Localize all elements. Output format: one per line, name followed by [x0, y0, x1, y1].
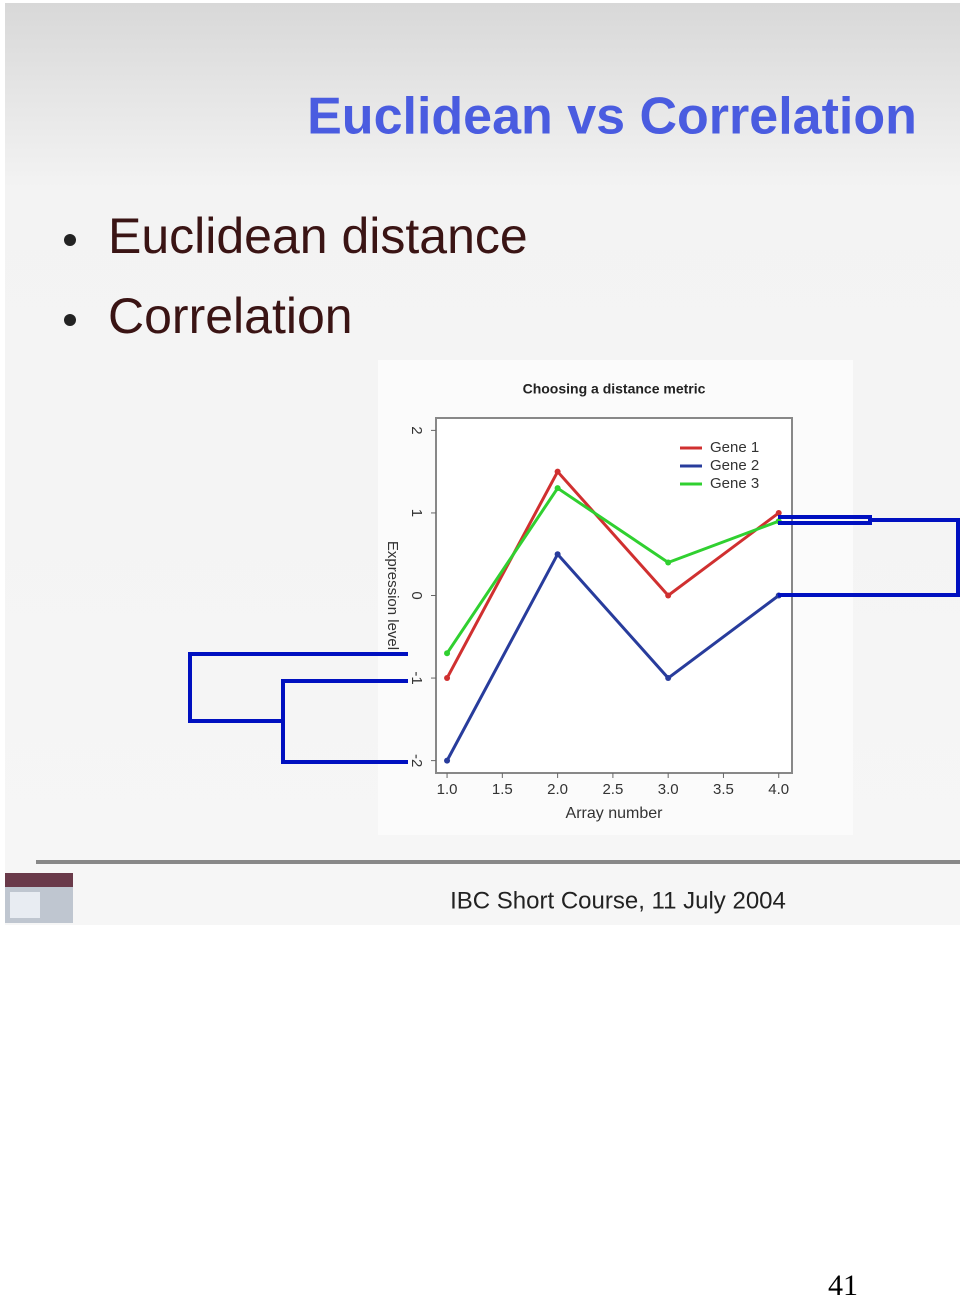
point [444, 650, 451, 657]
bullet: Correlation [108, 288, 353, 344]
point [444, 757, 451, 764]
x-tick-label: 2.0 [547, 781, 568, 798]
legend-label: Gene 2 [710, 457, 759, 474]
dendrogram-branch [778, 518, 960, 597]
y-tick-label: -2 [408, 754, 425, 767]
point [665, 675, 672, 682]
series-line [445, 551, 780, 762]
footer-text: IBC Short Course, 11 July 2004 [450, 887, 786, 914]
slide-title: Euclidean vs Correlation [307, 88, 917, 146]
legend-label: Gene 1 [710, 439, 759, 456]
series-line [445, 486, 780, 655]
point [444, 675, 451, 682]
logo [5, 873, 73, 923]
plot-frame [435, 417, 793, 774]
bullet-dot [64, 314, 76, 326]
x-tick-label: 3.0 [658, 781, 679, 798]
point [554, 551, 561, 558]
chart-title: Choosing a distance metric [523, 381, 706, 397]
point [554, 468, 561, 475]
chart: Choosing a distance metric Array number Ex… [384, 381, 793, 822]
page-number: 41 [828, 1269, 858, 1300]
point [554, 485, 561, 492]
logo-panel [10, 892, 40, 918]
x-tick-label: 1.5 [492, 781, 513, 798]
bullet: Euclidean distance [108, 208, 528, 264]
dendrogram-branch [188, 652, 408, 723]
dendrogram [188, 515, 960, 764]
y-tick-label: -1 [408, 671, 425, 684]
point [665, 592, 672, 599]
y-tick-label: 2 [408, 426, 425, 434]
y-tick-label: 1 [408, 509, 425, 517]
dendrogram-branch [281, 679, 408, 764]
x-tick-label: 1.0 [437, 781, 458, 798]
point [665, 559, 672, 566]
y-tick-label: 0 [408, 591, 425, 599]
series-line [445, 469, 780, 679]
bullet-dot [64, 234, 76, 246]
x-tick-label: 3.5 [713, 781, 734, 798]
point [775, 509, 782, 516]
x-tick-label: 2.5 [602, 781, 623, 798]
y-axis-label: Expression level [384, 541, 401, 650]
logo-band [5, 873, 73, 887]
x-axis-label: Array number [566, 805, 664, 822]
x-tick-label: 4.0 [768, 781, 789, 798]
legend-label: Gene 3 [710, 475, 759, 492]
